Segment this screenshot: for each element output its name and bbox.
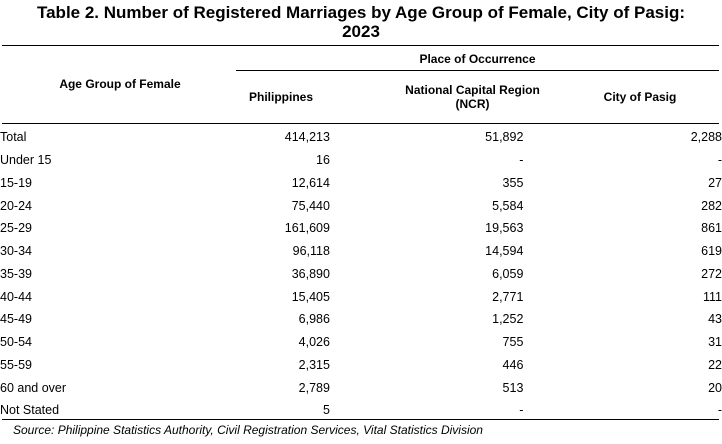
cell-philippines: 96,118 (292, 244, 330, 259)
row-header-age-group: Age Group of Female (59, 77, 181, 91)
column-header-city-of-pasig: City of Pasig (603, 90, 677, 104)
row-label: 15-19 (0, 175, 32, 190)
row-label: Under 15 (0, 153, 52, 168)
header-bottom-rule (2, 123, 719, 124)
column-header-ncr-line-2: (NCR) (455, 97, 490, 111)
table-row: Not Stated 5 - - (0, 399, 722, 422)
cell-ncr: 1,252 (492, 312, 524, 327)
cell-philippines: 4,026 (298, 335, 330, 350)
table-row: Under 15 16 - - (0, 149, 722, 172)
column-header-philippines: Philippines (248, 90, 313, 104)
table-row: 20-24 75,440 5,584 282 (0, 194, 722, 217)
table-row: 60 and over 2,789 513 20 (0, 376, 722, 399)
cell-pasig: 2,288 (690, 130, 722, 145)
cell-philippines: 36,890 (291, 266, 330, 281)
row-label: Not Stated (0, 403, 60, 418)
table-row: 35-39 36,890 6,059 272 (0, 263, 722, 286)
cell-pasig: 272 (701, 266, 722, 281)
cell-pasig: - (717, 153, 722, 168)
cell-ncr: 355 (502, 175, 524, 190)
cell-pasig: 31 (708, 335, 722, 350)
cell-philippines: 15,405 (291, 289, 330, 304)
table-row: 50-54 4,026 755 31 (0, 331, 722, 354)
cell-philippines: 2,789 (298, 380, 330, 395)
row-label: Total (0, 130, 27, 145)
group-header-rule (236, 70, 719, 71)
row-label: 35-39 (0, 266, 32, 281)
source-note: Source: Philippine Statistics Authority,… (13, 423, 483, 437)
cell-ncr: 755 (502, 335, 524, 350)
cell-pasig: 20 (708, 380, 722, 395)
table-row: 15-19 12,614 355 27 (0, 172, 722, 195)
row-label: 20-24 (0, 198, 32, 213)
cell-ncr: - (519, 153, 524, 168)
column-header-ncr: National Capital Region (NCR) (385, 83, 560, 111)
column-header-ncr-line-1: National Capital Region (405, 83, 540, 97)
row-label: 60 and over (0, 380, 67, 395)
table-title-line-2: 2023 (342, 22, 380, 41)
table-row: 45-49 6,986 1,252 43 (0, 308, 722, 331)
table-row: 25-29 161,609 19,563 861 (0, 217, 722, 240)
cell-philippines: 2,315 (298, 357, 330, 372)
table-row: Total 414,213 51,892 2,288 (0, 126, 722, 149)
row-label: 45-49 (0, 312, 32, 327)
cell-philippines: 12,614 (291, 175, 330, 190)
cell-ncr: 5,584 (492, 198, 524, 213)
cell-pasig: 27 (708, 175, 722, 190)
cell-ncr: 14,594 (485, 244, 524, 259)
row-label: 50-54 (0, 335, 32, 350)
cell-ncr: 446 (502, 357, 524, 372)
cell-philippines: 5 (322, 403, 330, 418)
cell-ncr: 6,059 (492, 266, 524, 281)
cell-pasig: 22 (708, 357, 722, 372)
table-bottom-rule (2, 419, 719, 420)
cell-pasig: 861 (701, 221, 722, 236)
cell-philippines: 16 (316, 153, 330, 168)
cell-philippines: 75,440 (291, 198, 330, 213)
table-row: 30-34 96,118 14,594 619 (0, 240, 722, 263)
row-label: 40-44 (0, 289, 32, 304)
cell-ncr: 513 (502, 380, 524, 395)
marriages-table-body: Total 414,213 51,892 2,288 Under 15 16 - - 15-… (0, 126, 722, 422)
table-title: Table 2. Number of Registered Marriages … (0, 3, 722, 41)
cell-pasig: 619 (701, 244, 722, 259)
table-row: 40-44 15,405 2,771 111 (0, 285, 722, 308)
table-title-line-1: Table 2. Number of Registered Marriages … (36, 3, 686, 22)
cell-ncr: 51,892 (485, 130, 524, 145)
cell-ncr: 19,563 (485, 221, 524, 236)
table-top-rule (2, 45, 719, 46)
group-header-place-of-occurrence: Place of Occurrence (419, 52, 536, 66)
cell-ncr: 2,771 (492, 289, 524, 304)
cell-pasig: - (717, 403, 722, 418)
cell-philippines: 414,213 (284, 130, 330, 145)
table-row: 55-59 2,315 446 22 (0, 354, 722, 377)
cell-ncr: - (519, 403, 524, 418)
cell-pasig: 43 (708, 312, 722, 327)
row-label: 55-59 (0, 357, 32, 372)
cell-pasig: 282 (701, 198, 722, 213)
cell-philippines: 6,986 (298, 312, 330, 327)
row-label: 30-34 (0, 244, 32, 259)
row-label: 25-29 (0, 221, 32, 236)
cell-pasig: 111 (702, 289, 722, 304)
cell-philippines: 161,609 (284, 221, 330, 236)
